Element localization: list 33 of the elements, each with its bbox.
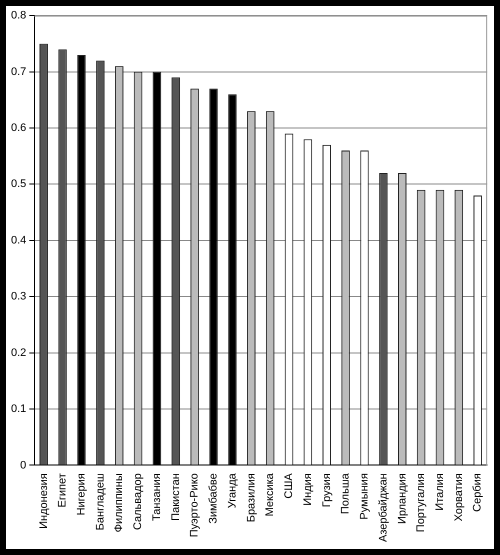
x-tick-label: США [283,472,296,499]
y-tick-label: 0.4 [10,234,26,246]
y-tick-label: 0.7 [10,66,26,78]
y-tick-label: 0 [20,459,26,472]
x-tick-label: Нигерия [75,473,88,516]
x-tick-label: Филиппины [113,473,126,532]
x-tick-label: Танзания [150,473,163,521]
x-tick-label: Мексика [264,472,276,516]
y-tick-label: 0.5 [10,178,26,190]
x-tick-label: Зимбабве [208,473,220,524]
y-tick-label: 0.8 [10,10,26,22]
x-tick-label: Италия [434,473,446,511]
x-tick-label: Индонезия [38,473,50,529]
x-tick-label: Хорватия [452,473,465,522]
x-tick-label: Сальвадор [132,473,144,530]
x-tick-label: Бразилия [245,473,258,522]
y-tick-label: 0.3 [10,290,26,303]
x-tick-label: Бангладеш [94,473,106,530]
x-tick-label: Румыния [358,473,371,520]
x-tick-label: Пакистан [170,473,182,521]
x-tick-label: Азербайджан [377,473,390,542]
y-tick-label: 0.2 [10,346,26,359]
x-tick-label: Индия [302,473,314,506]
x-tick-label: Пуэрто-Рико [188,473,201,538]
x-tick-label: Ирландия [396,473,408,524]
x-tick-label: Уганда [226,472,238,508]
x-tick-label: Грузия [320,473,333,508]
x-tick-label: Португалия [415,473,428,532]
x-tick-label: Египет [56,473,69,508]
y-tick-label: 0.6 [10,122,26,134]
x-tick-label: Польша [340,472,352,514]
y-tick-label: 0.1 [10,403,26,416]
x-tick-label: Сербия [472,473,484,512]
